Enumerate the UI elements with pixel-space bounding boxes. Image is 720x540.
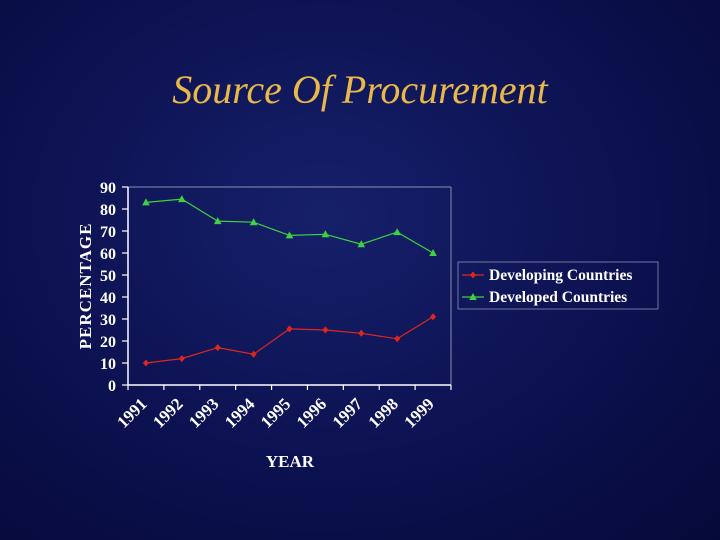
series-developing-countries — [142, 313, 437, 367]
data-point — [249, 218, 258, 226]
x-axis-label: YEAR — [266, 452, 315, 471]
y-tick-label: 60 — [100, 246, 116, 263]
data-point — [213, 217, 222, 225]
x-tick-label: 1993 — [185, 394, 222, 431]
data-point — [250, 350, 257, 358]
data-point — [394, 335, 401, 343]
y-tick-label: 30 — [100, 312, 116, 329]
y-axis-label: PERCENTAGE — [76, 223, 95, 350]
series-layer — [142, 195, 437, 367]
x-tick-label: 1996 — [293, 394, 330, 431]
data-point — [286, 325, 293, 333]
series-line-developed-countries — [145, 198, 434, 254]
legend-marker — [470, 271, 476, 279]
data-point — [393, 228, 401, 236]
data-point — [321, 230, 330, 238]
plot-area — [127, 186, 452, 386]
x-tick-label: 1998 — [365, 394, 402, 431]
series-developed-countries — [142, 195, 437, 256]
legend-label: Developed Countries — [489, 289, 627, 306]
data-point — [429, 249, 437, 256]
y-tick-label: 0 — [108, 378, 116, 395]
legend: Developing Countries Developed Countries — [457, 261, 659, 310]
y-tick-label: 10 — [100, 356, 116, 373]
y-tick-label: 40 — [100, 290, 116, 307]
legend-item-developed-countries: Developed Countries — [462, 289, 627, 306]
y-tick-label: 80 — [100, 202, 116, 219]
y-axis-ticks: 0 10 20 30 40 50 60 70 80 90 — [100, 180, 128, 395]
y-tick-label: 20 — [100, 334, 116, 351]
data-point — [178, 355, 185, 363]
x-tick-label: 1991 — [113, 394, 150, 431]
data-point — [357, 240, 366, 248]
data-point — [178, 195, 186, 203]
data-point — [285, 231, 294, 239]
series-line-developing-countries — [145, 316, 434, 364]
x-tick-label: 1992 — [149, 394, 186, 431]
legend-box — [457, 261, 659, 310]
data-point — [142, 198, 150, 206]
slide-title: Source Of Procurement — [172, 67, 548, 112]
x-tick-label: 1999 — [400, 394, 437, 431]
data-point — [142, 359, 149, 367]
x-tick-label: 1997 — [329, 394, 367, 432]
x-tick-label: 1995 — [257, 394, 294, 431]
y-tick-label: 90 — [100, 180, 116, 197]
y-tick-label: 50 — [100, 268, 116, 285]
y-tick-label: 70 — [100, 224, 116, 241]
legend-label: Developing Countries — [489, 267, 632, 284]
data-point — [214, 344, 221, 352]
data-point — [322, 326, 329, 334]
x-tick-label: 1994 — [221, 394, 259, 432]
legend-item-developing-countries: Developing Countries — [462, 267, 632, 284]
data-point — [358, 329, 365, 337]
data-point — [430, 313, 437, 321]
legend-marker — [469, 293, 477, 300]
